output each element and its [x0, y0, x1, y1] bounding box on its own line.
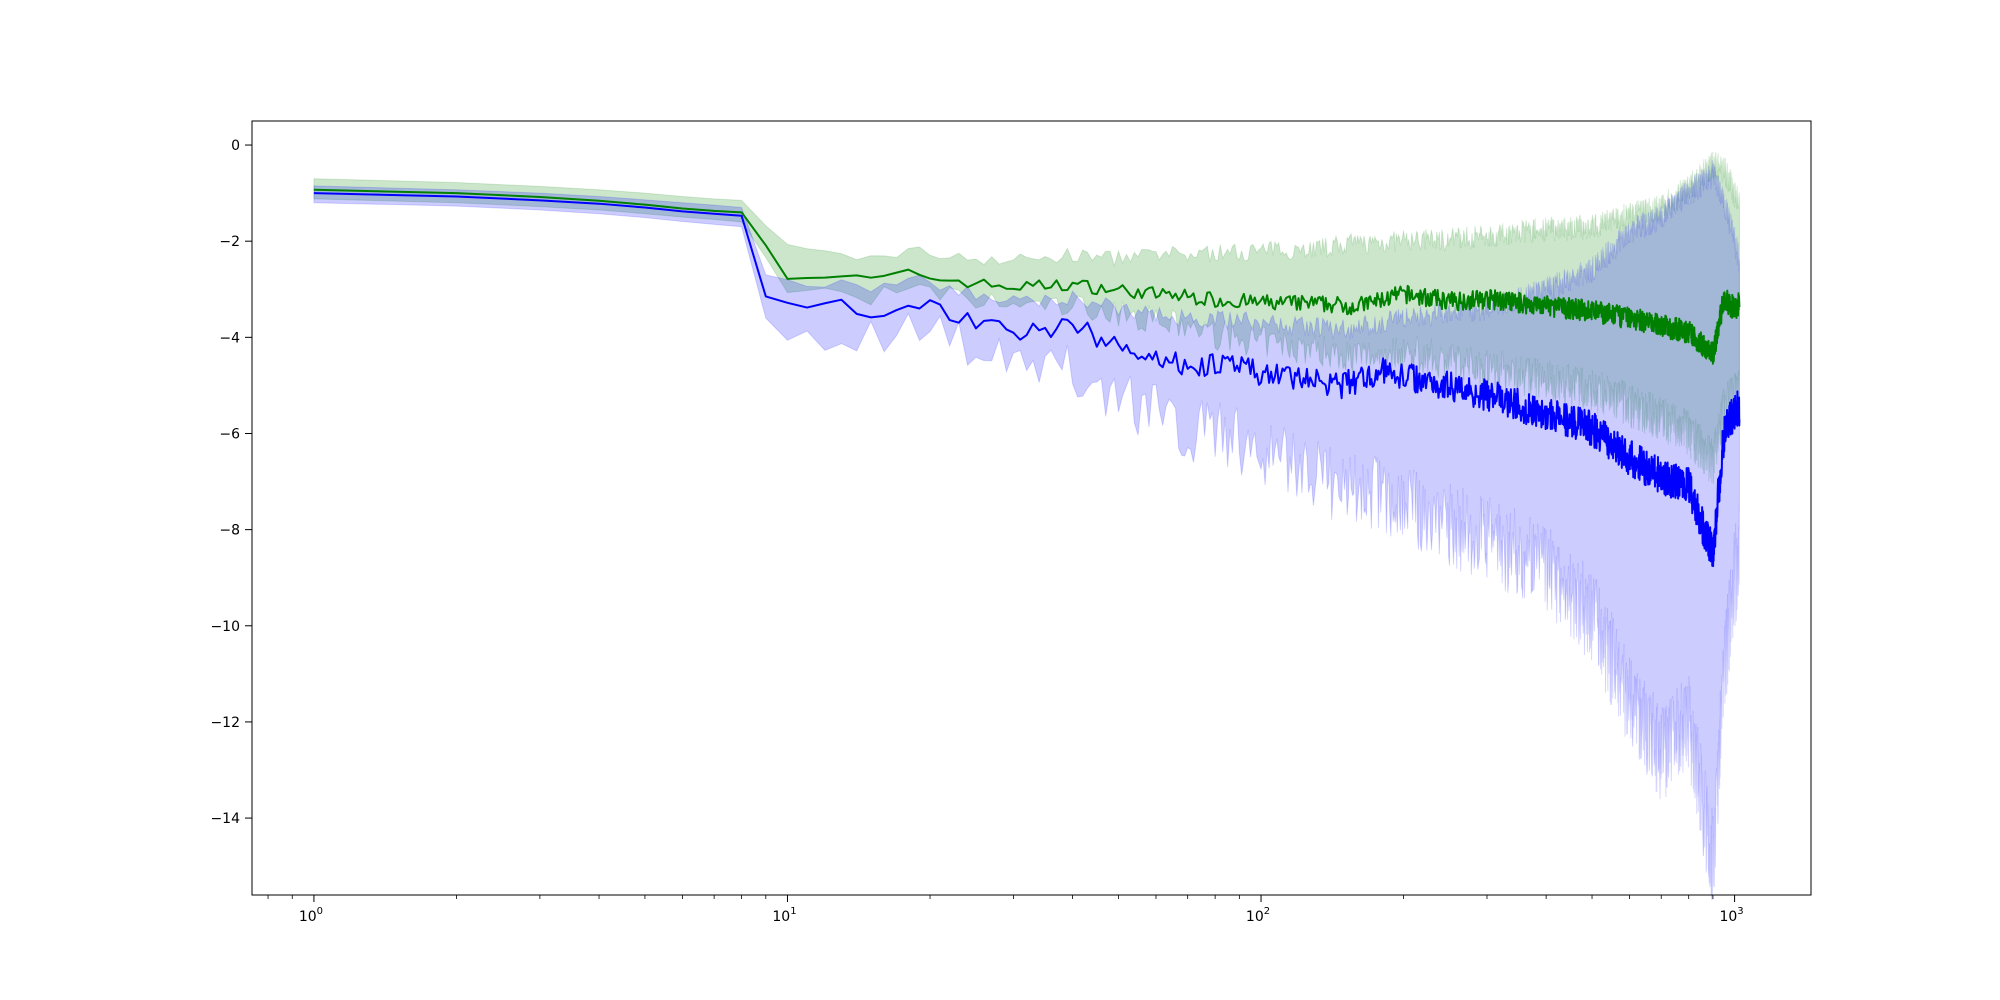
y-tick-label-3: −6 — [219, 426, 240, 442]
plot-frame — [251, 120, 1812, 896]
y-tick-label-2: −4 — [219, 330, 240, 346]
series-1-band — [313, 152, 1740, 484]
y-tick-label-5: −10 — [210, 619, 240, 635]
x-tick-label-1: 101 — [772, 906, 796, 925]
series-2-line — [313, 192, 1741, 568]
confidence-bands — [313, 152, 1740, 901]
y-tick-label-6: −12 — [210, 715, 240, 731]
x-tick-label-2: 102 — [1246, 906, 1270, 925]
x-axis: 100 101 102 103 — [267, 895, 1744, 925]
y-axis: 0 −2 −4 −6 −8 −10 −12 −14 — [210, 138, 252, 827]
series-1-line — [313, 188, 1741, 365]
y-tick-label-7: −14 — [210, 811, 240, 827]
y-tick-label-1: −2 — [219, 234, 240, 250]
y-tick-label-4: −8 — [219, 523, 240, 539]
series-lines — [313, 188, 1741, 568]
x-tick-label-0: 100 — [299, 906, 323, 925]
y-tick-label-0: 0 — [231, 138, 240, 154]
x-tick-label-3: 103 — [1719, 906, 1743, 925]
